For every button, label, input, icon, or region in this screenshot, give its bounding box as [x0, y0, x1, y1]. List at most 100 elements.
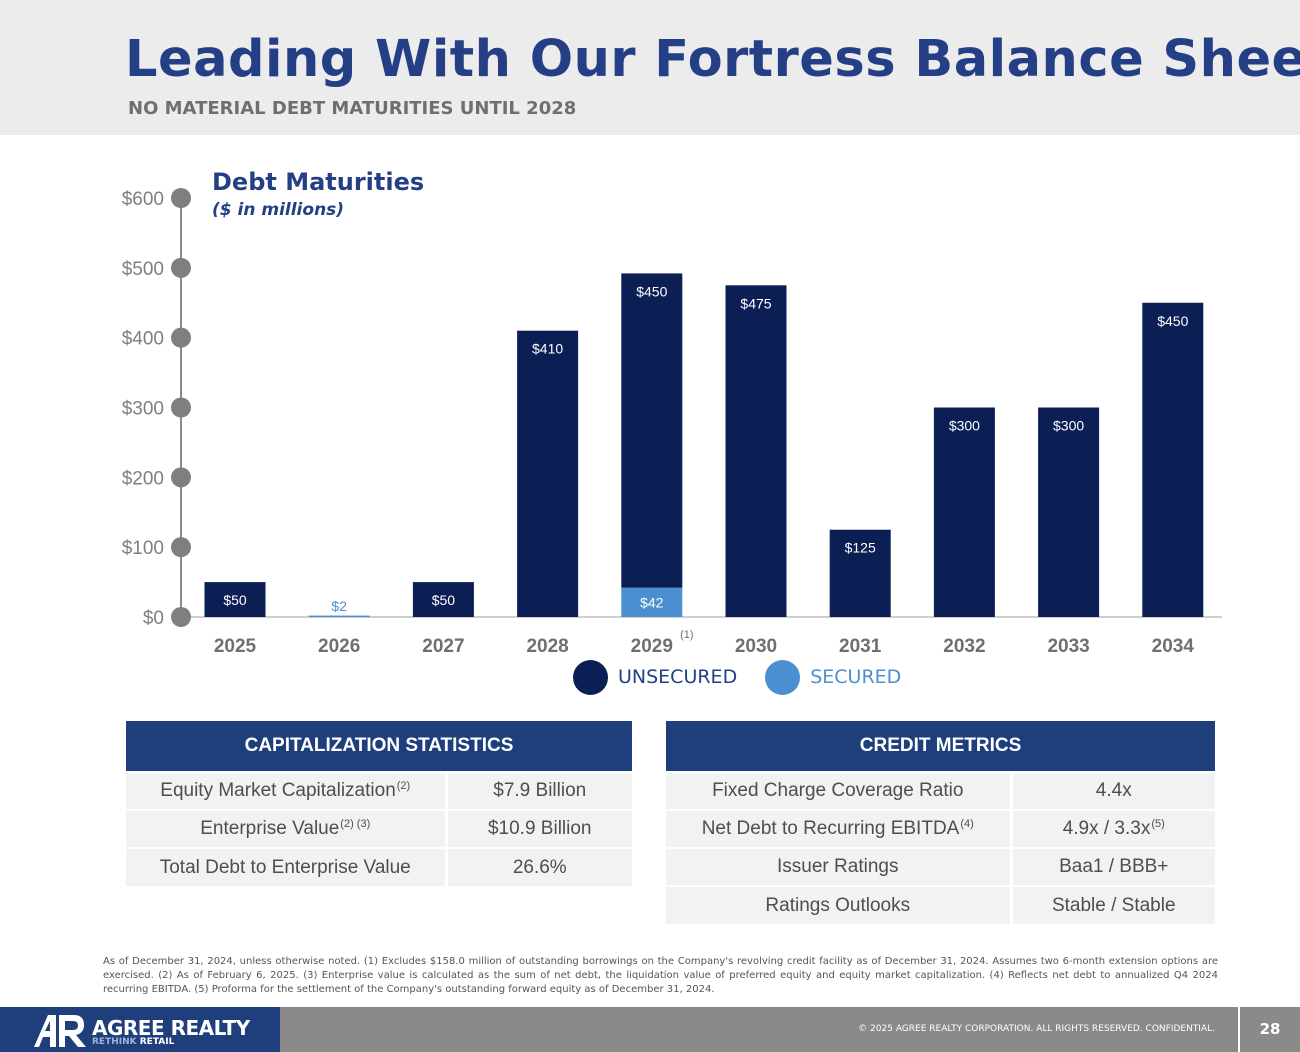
- capitalization-label-footnote-ref: (2) (3): [340, 818, 371, 830]
- credit-label: Issuer Ratings: [666, 847, 1013, 886]
- legend-item-secured: SECURED: [765, 659, 902, 695]
- bar-unsecured: [933, 407, 995, 617]
- x-tick-label: 2034: [1152, 636, 1195, 657]
- credit-metrics-header: CREDIT METRICS: [666, 721, 1215, 772]
- capitalization-value-text: $10.9 Billion: [487, 818, 592, 839]
- footer-bar: AGREE REALTY RETHINK RETAIL © 2025 AGREE…: [0, 1007, 1300, 1052]
- credit-value: 4.4x: [1011, 771, 1215, 810]
- company-logo: AGREE REALTY RETHINK RETAIL: [0, 1007, 280, 1052]
- logo-company-name: AGREE REALTY: [92, 1016, 250, 1040]
- chart-subtitle: ($ in millions): [212, 200, 345, 220]
- page-title: Leading With Our Fortress Balance Sheet: [125, 30, 1300, 89]
- capitalization-label: Total Debt to Enterprise Value: [126, 847, 448, 886]
- data-label-unsecured: $125: [845, 540, 876, 556]
- bar-secured: [308, 615, 370, 618]
- y-tick-marker: [171, 537, 191, 558]
- y-tick-marker: [171, 257, 191, 278]
- capitalization-label-footnote-ref: (2): [396, 780, 411, 792]
- credit-row: Net Debt to Recurring EBITDA(4) 4.9x / 3.…: [666, 809, 1215, 848]
- credit-label-text: Ratings Outlooks: [765, 894, 911, 916]
- capitalization-row: Total Debt to Enterprise Value 26.6%: [126, 847, 632, 886]
- y-tick-label: $500: [122, 259, 164, 280]
- y-tick-marker: [171, 467, 191, 488]
- x-tick-label: 2030: [735, 636, 777, 657]
- capitalization-value: $10.9 Billion: [446, 809, 632, 848]
- data-label-unsecured: $475: [740, 295, 771, 311]
- capitalization-label: Equity Market Capitalization(2): [126, 771, 448, 810]
- bar-unsecured: [412, 582, 474, 617]
- bar-unsecured: [517, 330, 579, 617]
- credit-value: 4.9x / 3.3x(5): [1011, 809, 1215, 848]
- bar-unsecured: [725, 285, 787, 617]
- x-tick-label: 2029: [631, 636, 673, 657]
- credit-label: Net Debt to Recurring EBITDA(4): [666, 809, 1013, 848]
- credit-row: Fixed Charge Coverage Ratio 4.4x: [666, 771, 1215, 810]
- legend-swatch-secured: [765, 659, 801, 695]
- bar-unsecured: [1038, 407, 1100, 617]
- data-label-unsecured: $50: [432, 592, 456, 608]
- capitalization-statistics-table: CAPITALIZATION STATISTICS Equity Market …: [126, 721, 632, 886]
- y-tick-marker: [171, 327, 191, 348]
- x-tick-label: 2031: [839, 636, 882, 657]
- copyright-notice: © 2025 AGREE REALTY CORPORATION. ALL RIG…: [858, 1024, 1215, 1034]
- credit-value: Baa1 / BBB+: [1011, 847, 1215, 886]
- capitalization-label: Enterprise Value(2) (3): [126, 809, 448, 848]
- agree-realty-logo-icon: [34, 1015, 86, 1047]
- capitalization-label-text: Total Debt to Enterprise Value: [159, 856, 411, 878]
- credit-label: Ratings Outlooks: [666, 885, 1013, 924]
- bar-secured: [621, 587, 683, 617]
- data-label-unsecured: $410: [532, 341, 563, 357]
- credit-label-footnote-ref: (4): [960, 818, 974, 830]
- capitalization-value-text: 26.6%: [512, 856, 567, 878]
- x-tick-footnote-ref: (1): [680, 629, 693, 641]
- x-tick-label: 2032: [943, 636, 985, 657]
- credit-value-text: 4.9x / 3.3x: [1062, 818, 1151, 839]
- legend-item-unsecured: UNSECURED: [573, 659, 738, 695]
- bar-unsecured: [204, 582, 266, 617]
- credit-row: Issuer Ratings Baa1 / BBB+: [666, 847, 1215, 886]
- y-tick-label: $600: [122, 189, 164, 210]
- bar-unsecured: [829, 529, 891, 617]
- page-number: 28: [1238, 1007, 1300, 1052]
- data-label-secured: $42: [640, 595, 664, 611]
- page-subtitle: NO MATERIAL DEBT MATURITIES UNTIL 2028: [128, 98, 577, 119]
- credit-label-text: Fixed Charge Coverage Ratio: [712, 780, 964, 801]
- credit-label-text: Issuer Ratings: [777, 856, 899, 877]
- legend-swatch-unsecured: [573, 659, 608, 695]
- credit-value-text: 4.4x: [1095, 780, 1132, 801]
- x-tick-label: 2028: [526, 636, 568, 657]
- y-tick-label: $200: [122, 468, 164, 489]
- credit-value: Stable / Stable: [1011, 885, 1215, 924]
- credit-value-text: Baa1 / BBB+: [1059, 856, 1169, 877]
- bar-unsecured: [1142, 302, 1204, 617]
- credit-label-text: Net Debt to Recurring EBITDA: [701, 818, 960, 839]
- y-tick-marker: [171, 188, 191, 208]
- x-tick-label: 2025: [214, 636, 257, 657]
- y-tick-marker: [171, 397, 191, 418]
- y-tick-label: $300: [122, 399, 164, 420]
- logo-tagline-rethink: RETHINK: [92, 1037, 137, 1047]
- capitalization-value: 26.6%: [446, 847, 632, 886]
- capitalization-row: Enterprise Value(2) (3) $10.9 Billion: [126, 809, 632, 848]
- legend-label-unsecured: UNSECURED: [618, 666, 738, 688]
- data-label-secured: $2: [331, 598, 347, 614]
- data-label-unsecured: $300: [1053, 418, 1084, 434]
- legend-label-secured: SECURED: [810, 666, 902, 688]
- capitalization-value-text: $7.9 Billion: [493, 780, 587, 801]
- bar-unsecured: [621, 273, 683, 588]
- data-label-unsecured: $50: [223, 592, 247, 608]
- logo-tagline: RETHINK RETAIL: [92, 1037, 174, 1047]
- logo-tagline-retail: RETAIL: [136, 1037, 175, 1047]
- capitalization-label-text: Equity Market Capitalization: [160, 780, 396, 801]
- capitalization-value: $7.9 Billion: [446, 771, 632, 810]
- footnote: As of December 31, 2024, unless otherwis…: [103, 956, 1218, 995]
- y-tick-label: $100: [122, 538, 164, 559]
- chart-title: Debt Maturities: [212, 168, 425, 196]
- credit-metrics-table: CREDIT METRICS Fixed Charge Coverage Rat…: [666, 721, 1215, 924]
- data-label-unsecured: $450: [636, 283, 667, 299]
- credit-value-footnote-ref: (5): [1151, 818, 1165, 830]
- debt-maturities-chart: $0 $100 $200 $300 $400 $500 $600 $50 2025 $2 2026 $…: [122, 188, 1222, 657]
- header-band: Leading With Our Fortress Balance Sheet …: [0, 0, 1300, 135]
- y-tick-label: $0: [143, 608, 164, 629]
- data-label-unsecured: $300: [949, 418, 980, 434]
